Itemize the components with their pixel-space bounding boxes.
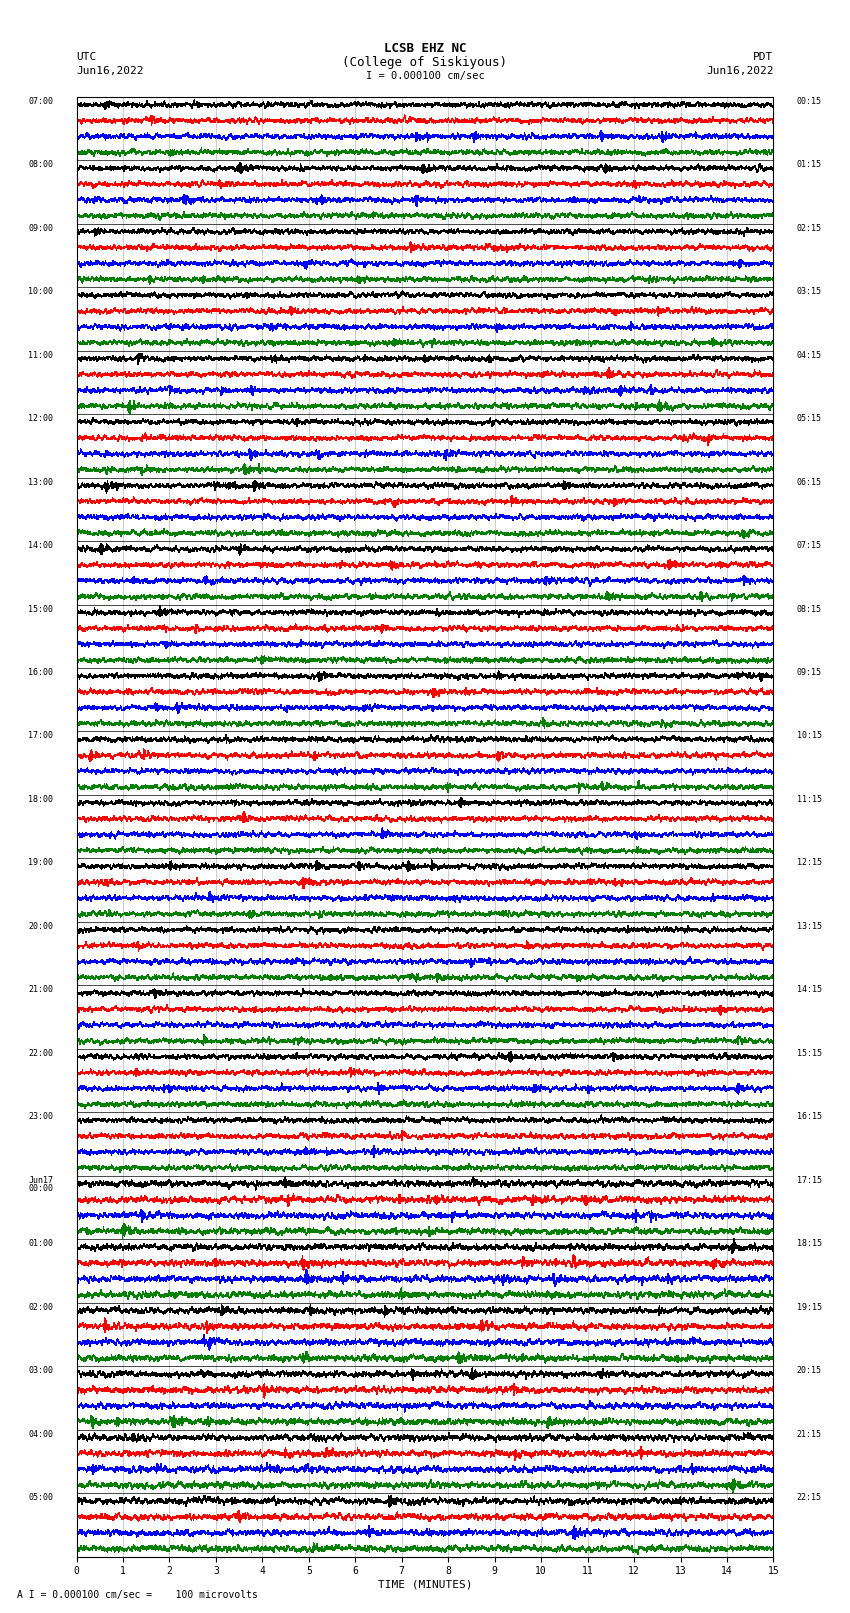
Text: 04:00: 04:00: [28, 1429, 54, 1439]
Text: 16:00: 16:00: [28, 668, 54, 677]
Text: 00:15: 00:15: [796, 97, 822, 106]
Text: 06:15: 06:15: [796, 477, 822, 487]
Text: Jun16,2022: Jun16,2022: [76, 66, 144, 76]
Text: LCSB EHZ NC: LCSB EHZ NC: [383, 42, 467, 55]
Text: 04:15: 04:15: [796, 350, 822, 360]
Text: 09:00: 09:00: [28, 224, 54, 232]
Text: 18:00: 18:00: [28, 795, 54, 803]
Text: 20:15: 20:15: [796, 1366, 822, 1376]
Text: 19:15: 19:15: [796, 1303, 822, 1311]
Text: 16:15: 16:15: [796, 1113, 822, 1121]
Text: 05:15: 05:15: [796, 415, 822, 423]
Text: 13:15: 13:15: [796, 923, 822, 931]
Text: 22:15: 22:15: [796, 1494, 822, 1502]
Text: 21:00: 21:00: [28, 986, 54, 994]
Text: UTC: UTC: [76, 52, 97, 61]
Text: 13:00: 13:00: [28, 477, 54, 487]
Text: 14:15: 14:15: [796, 986, 822, 994]
Text: 17:00: 17:00: [28, 731, 54, 740]
Text: 15:00: 15:00: [28, 605, 54, 613]
Text: 08:00: 08:00: [28, 160, 54, 169]
Text: 19:00: 19:00: [28, 858, 54, 868]
Text: PDT: PDT: [753, 52, 774, 61]
Text: 03:15: 03:15: [796, 287, 822, 297]
Text: 12:15: 12:15: [796, 858, 822, 868]
Text: Jun17
00:00: Jun17 00:00: [28, 1176, 54, 1194]
Text: 11:00: 11:00: [28, 350, 54, 360]
Text: 01:00: 01:00: [28, 1239, 54, 1248]
Text: 10:00: 10:00: [28, 287, 54, 297]
Text: 22:00: 22:00: [28, 1048, 54, 1058]
Text: (College of Siskiyous): (College of Siskiyous): [343, 56, 507, 69]
Text: 02:00: 02:00: [28, 1303, 54, 1311]
Text: 14:00: 14:00: [28, 540, 54, 550]
Text: Jun16,2022: Jun16,2022: [706, 66, 774, 76]
Text: 20:00: 20:00: [28, 923, 54, 931]
Text: 08:15: 08:15: [796, 605, 822, 613]
Text: 17:15: 17:15: [796, 1176, 822, 1184]
Text: A I = 0.000100 cm/sec =    100 microvolts: A I = 0.000100 cm/sec = 100 microvolts: [17, 1590, 258, 1600]
Text: I = 0.000100 cm/sec: I = 0.000100 cm/sec: [366, 71, 484, 81]
Text: 07:00: 07:00: [28, 97, 54, 106]
Text: 12:00: 12:00: [28, 415, 54, 423]
X-axis label: TIME (MINUTES): TIME (MINUTES): [377, 1579, 473, 1589]
Text: 23:00: 23:00: [28, 1113, 54, 1121]
Text: 02:15: 02:15: [796, 224, 822, 232]
Text: 10:15: 10:15: [796, 731, 822, 740]
Text: 03:00: 03:00: [28, 1366, 54, 1376]
Text: 09:15: 09:15: [796, 668, 822, 677]
Text: 11:15: 11:15: [796, 795, 822, 803]
Text: 05:00: 05:00: [28, 1494, 54, 1502]
Text: 07:15: 07:15: [796, 540, 822, 550]
Text: 01:15: 01:15: [796, 160, 822, 169]
Text: 21:15: 21:15: [796, 1429, 822, 1439]
Text: 15:15: 15:15: [796, 1048, 822, 1058]
Text: 18:15: 18:15: [796, 1239, 822, 1248]
